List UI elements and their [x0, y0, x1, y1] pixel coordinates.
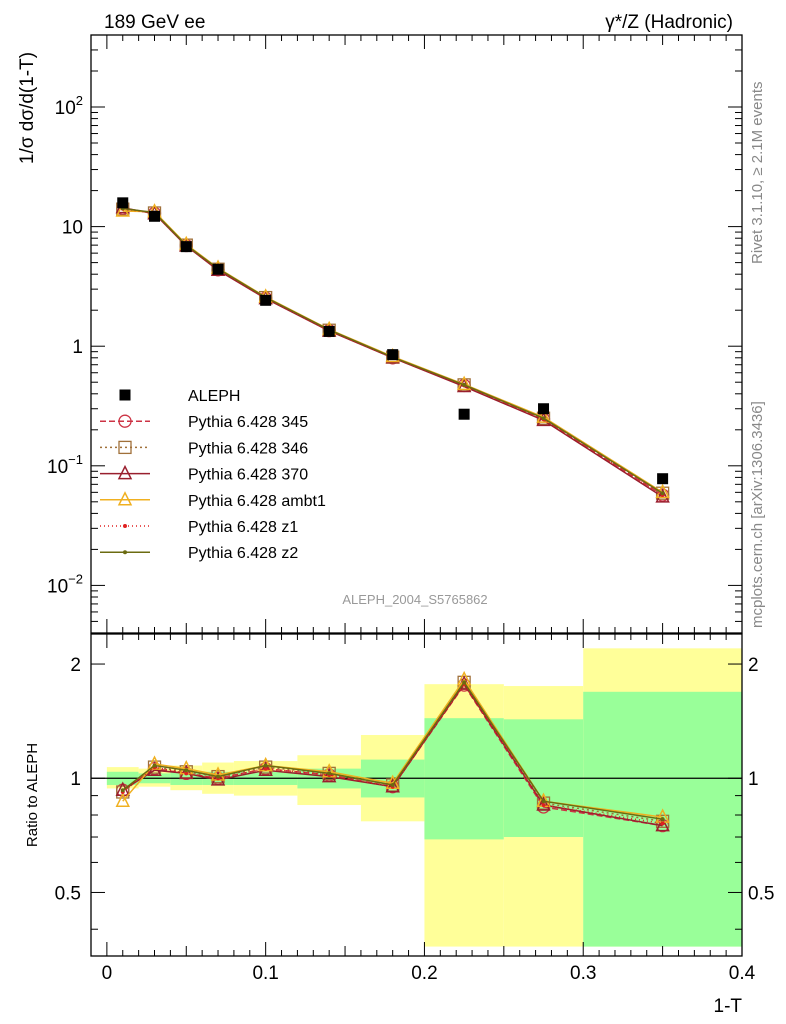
main-series-5-marker: [541, 416, 546, 421]
ratio-series-0-line: [122, 683, 663, 827]
ratio-series-5-marker: [541, 799, 546, 804]
ratio-panel: 0.5 0.5 1 1 2 2 0 0.1 0.2 0.3 0.4: [55, 633, 774, 984]
legend-marker: [123, 550, 127, 555]
ratio-series-5-marker: [263, 763, 268, 768]
main-ylabel: 1/σ dσ/d(1-T): [17, 52, 38, 164]
ratio-series-5-marker: [390, 782, 395, 787]
ratio-series-5-marker: [462, 680, 467, 685]
ratio-series-2-marker: [655, 816, 670, 832]
legend-marker: [123, 524, 127, 528]
mcplots-label: mcplots.cern.ch [arXiv:1306.3436]: [749, 401, 766, 628]
ratio-series-4-marker: [541, 803, 546, 808]
energy-label: 189 GeV ee: [104, 12, 205, 33]
ratio-xtick-label: 0.4: [729, 963, 756, 984]
ratio-series-2-marker: [536, 796, 551, 811]
aleph-data-point: [149, 210, 161, 222]
ratio-xtick-label: 0.3: [570, 963, 596, 984]
legend-marker: [118, 440, 132, 455]
main-ytick-label: 102: [55, 93, 83, 119]
aleph-data-point: [458, 408, 470, 420]
ratio-ytick-label-left: 2: [70, 655, 81, 676]
aleph-data-point: [212, 263, 224, 275]
legend-marker: [119, 389, 131, 401]
main-series-3-marker: [115, 202, 130, 217]
ratio-series-5-marker: [327, 771, 332, 776]
main-ytick-label-exp: −1: [68, 452, 83, 467]
ratio-series-4-marker: [660, 821, 665, 826]
analysis-watermark: ALEPH_2004_S5765862: [342, 592, 487, 607]
ratio-series-1-line: [122, 680, 663, 823]
aleph-data-point: [387, 349, 399, 361]
rivet-label: Rivet 3.1.10, ≥ 2.1M events: [749, 82, 766, 265]
main-series-5-marker: [660, 491, 665, 496]
main-frame: [90, 34, 743, 634]
ratio-series-1-marker: [211, 769, 225, 784]
main-series-2-marker: [655, 488, 670, 503]
ratio-series-4-line: [122, 682, 663, 825]
aleph-data-point: [260, 294, 272, 306]
aleph-data-point: [117, 197, 129, 209]
ratio-ytick-label-right: 0.5: [748, 883, 774, 904]
ratio-xtick-label: 0: [102, 963, 113, 984]
main-ytick-label: 10: [62, 218, 83, 239]
ratio-series-2-marker: [210, 771, 226, 786]
legend-label: Pythia 6.428 345: [188, 414, 308, 431]
legend: ALEPH Pythia 6.428 345 Pythia 6.428 346 Pyt…: [100, 388, 326, 562]
aleph-data-point: [657, 473, 669, 485]
ratio-ytick-label-left: 0.5: [55, 883, 81, 904]
ratio-ytick-label-right: 2: [748, 655, 759, 676]
main-panel: 10−2 10−1 1 10 102: [47, 34, 743, 634]
ratio-series-4-marker: [263, 766, 268, 771]
ratio-series-5-marker: [660, 817, 665, 822]
ratio-series-5-marker: [120, 788, 125, 793]
legend-marker: [117, 491, 133, 506]
legend-marker: [118, 414, 132, 428]
legend-label: Pythia 6.428 346: [188, 440, 308, 457]
ratio-series-2-line: [122, 682, 663, 827]
ratio-series-4-marker: [184, 771, 189, 776]
main-ytick-label: 10−1: [47, 452, 83, 478]
main-series-5-line: [122, 207, 664, 494]
aleph-data-point: [538, 403, 550, 415]
ratio-series-5-marker: [216, 774, 221, 779]
legend-label: Pythia 6.428 z1: [188, 519, 298, 536]
main-ytick-label: 10−2: [47, 571, 83, 597]
main-ytick-label: 1: [72, 337, 83, 358]
main-ytick-label-exp: 2: [76, 93, 83, 108]
ratio-series-1-marker: [116, 785, 130, 799]
main-series-5-marker: [462, 382, 467, 387]
ratio-ylabel: Ratio to ALEPH: [24, 743, 41, 847]
ratio-frame: [90, 633, 743, 957]
legend-label: Pythia 6.428 ambt1: [188, 493, 326, 510]
main-ytick-label-exp: −2: [68, 571, 83, 586]
ratio-xtick-label: 0.2: [411, 963, 437, 984]
aleph-data-point: [180, 241, 192, 253]
ratio-ytick-label-left: 1: [70, 769, 81, 790]
process-label: γ*/Z (Hadronic): [605, 12, 733, 33]
ratio-series-3-line: [122, 678, 663, 818]
legend-label: Pythia 6.428 370: [188, 467, 308, 484]
ratio-xlabel: 1-T: [714, 996, 743, 1017]
legend-label: Pythia 6.428 z2: [188, 545, 298, 562]
ratio-series-5-line: [122, 680, 663, 820]
ratio-series-5-marker: [152, 763, 157, 768]
legend-label: ALEPH: [188, 388, 240, 405]
ratio-xtick-label: 0.1: [252, 963, 278, 984]
ratio-series-2-marker: [179, 764, 194, 780]
ratio-series-5-marker: [184, 768, 189, 773]
ratio-ytick-label-right: 1: [748, 769, 759, 790]
ratio-series-3-marker: [115, 792, 130, 807]
aleph-data-point: [323, 325, 335, 337]
legend-marker: [117, 464, 133, 480]
ratio-series-2-marker: [385, 778, 400, 793]
